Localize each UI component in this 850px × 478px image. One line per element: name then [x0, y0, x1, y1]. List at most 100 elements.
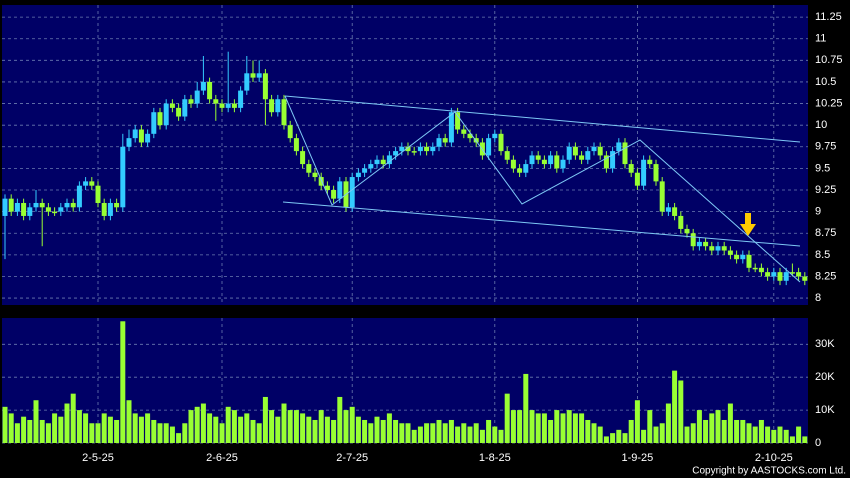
- volume-bar: [641, 429, 647, 443]
- candle-body: [300, 151, 306, 165]
- candle-body: [752, 267, 758, 270]
- candle-body: [126, 138, 132, 147]
- volume-bar: [380, 419, 386, 443]
- candle-body: [641, 159, 647, 186]
- volume-bar: [622, 433, 628, 443]
- candle-body: [448, 112, 454, 143]
- y-tick-label: 10: [815, 119, 827, 131]
- volume-bar: [721, 419, 727, 443]
- candle-body: [318, 177, 324, 186]
- candle-body: [802, 276, 808, 281]
- volume-bar: [448, 419, 454, 443]
- candle-body: [535, 155, 541, 160]
- volume-bar: [684, 426, 690, 443]
- volume-bar: [455, 426, 461, 443]
- candle-body: [132, 129, 138, 139]
- candle-body: [789, 272, 795, 274]
- volume-bar: [126, 400, 132, 443]
- candle-body: [523, 164, 529, 173]
- y-tick-label: 8: [815, 292, 821, 304]
- candle-body: [39, 202, 45, 208]
- candle-body: [200, 81, 206, 91]
- y-tick-label: 30K: [815, 338, 835, 350]
- arrow-head: [740, 224, 756, 236]
- candle-body: [293, 138, 299, 152]
- candle-body: [182, 99, 188, 117]
- candle-body: [269, 99, 275, 113]
- candle-body: [393, 151, 399, 156]
- candle-body: [424, 146, 430, 152]
- arrow-shaft: [745, 213, 751, 225]
- volume-bar: [83, 413, 89, 443]
- candle-body: [355, 172, 361, 178]
- candle-body: [771, 272, 777, 277]
- candle-body: [703, 241, 709, 247]
- volume-bar: [225, 406, 231, 443]
- candle-body: [572, 146, 578, 156]
- candle-body: [734, 254, 740, 260]
- volume-bar: [138, 416, 144, 443]
- candle-body: [758, 267, 764, 273]
- volume-bar: [355, 416, 361, 443]
- volume-bar: [76, 410, 82, 443]
- candle-body: [517, 168, 523, 173]
- volume-bar: [188, 410, 194, 443]
- candle-body: [107, 202, 113, 216]
- x-tick-label: 2-10-25: [755, 452, 793, 464]
- candle-body: [306, 164, 312, 173]
- volume-bar: [89, 423, 95, 443]
- volume-bar: [442, 423, 448, 443]
- volume-bar: [796, 426, 802, 443]
- volume-bar: [467, 426, 473, 443]
- candle-body: [529, 155, 535, 165]
- candle-body: [467, 133, 473, 139]
- candle-body: [678, 215, 684, 229]
- volume-bar: [634, 400, 640, 443]
- volume-bar: [560, 413, 566, 443]
- candle-body: [510, 159, 516, 169]
- volume-bar: [107, 416, 113, 443]
- candle-body: [213, 99, 219, 104]
- candle-body: [442, 138, 448, 143]
- y-tick-label: 8.25: [815, 270, 836, 282]
- volume-bar: [231, 410, 237, 443]
- volume-bar: [312, 419, 318, 443]
- volume-bar: [424, 423, 430, 443]
- volume-bar: [200, 403, 206, 443]
- candle-body: [560, 159, 566, 169]
- volume-bar: [647, 410, 653, 443]
- volume-bar: [120, 321, 126, 443]
- candle-body: [386, 155, 392, 165]
- y-tick-label: 0: [815, 437, 821, 449]
- candle-body: [777, 272, 783, 281]
- arrow: [740, 213, 756, 236]
- volume-bar: [337, 396, 343, 443]
- volume-bar: [665, 403, 671, 443]
- volume-bar: [58, 416, 64, 443]
- volume-bar: [281, 403, 287, 443]
- volume-bar: [324, 416, 330, 443]
- volume-bar: [33, 400, 39, 443]
- candle-body: [331, 190, 337, 199]
- candle-body: [207, 81, 213, 100]
- volume-bar: [349, 406, 355, 443]
- volume-bar: [746, 423, 752, 443]
- candle-body: [312, 172, 318, 178]
- candle-body: [21, 202, 27, 216]
- candle-body: [672, 207, 678, 216]
- volume-bar: [430, 423, 436, 443]
- candle-body: [83, 181, 89, 186]
- volume-bar: [256, 423, 262, 443]
- candle-body: [665, 207, 671, 212]
- volume-bar: [250, 419, 256, 443]
- volume-bar: [52, 413, 58, 443]
- candle-body: [399, 146, 405, 152]
- y-tick-label: 10.5: [815, 76, 836, 88]
- candle-body: [498, 133, 504, 152]
- volume-bar: [262, 396, 268, 443]
- candle-body: [76, 185, 82, 208]
- candle-body: [436, 138, 442, 147]
- volume-bar: [734, 419, 740, 443]
- candle-body: [486, 138, 492, 156]
- candle-body: [52, 211, 58, 214]
